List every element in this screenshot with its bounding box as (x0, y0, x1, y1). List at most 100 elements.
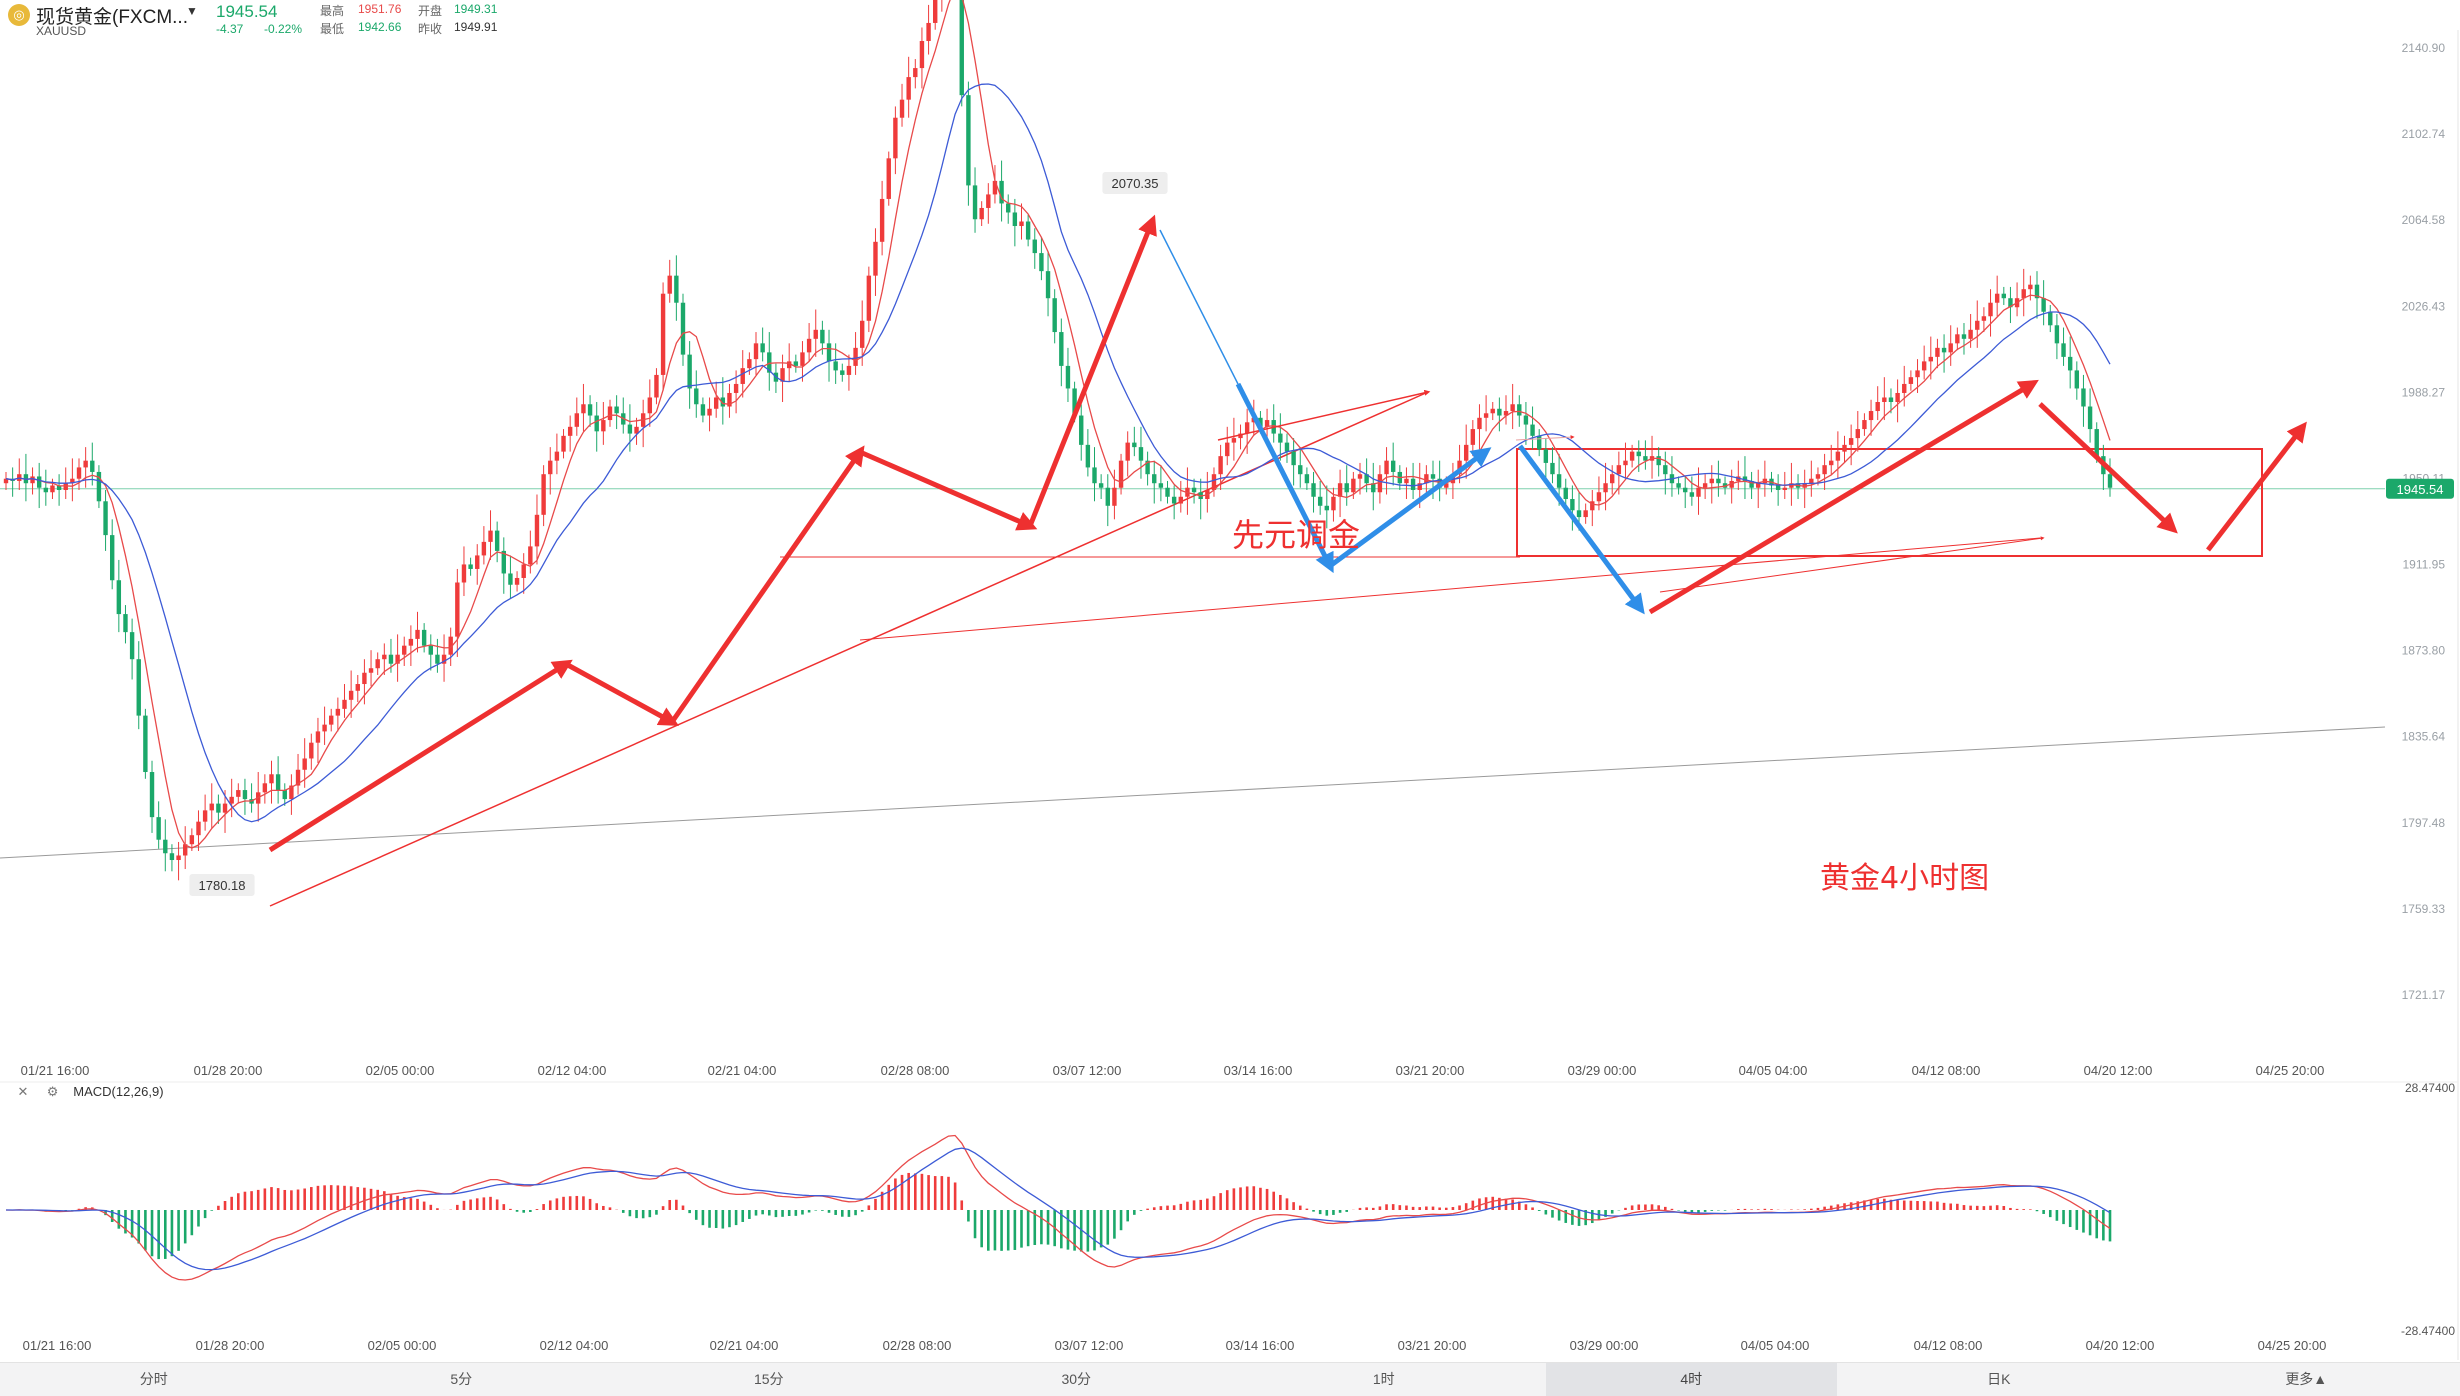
macd-label: MACD(12,26,9) (73, 1084, 164, 1099)
tab-timeframe[interactable]: 分时 (139, 1371, 168, 1387)
macd-x-tick-label: 01/21 16:00 (23, 1338, 92, 1353)
candle-body (1941, 347, 1947, 353)
blue-line-thin (1159, 229, 1239, 385)
candle-body (2067, 356, 2073, 371)
candle-body (1616, 465, 1622, 475)
candle-body (906, 77, 911, 100)
candle-body (282, 790, 287, 800)
candle-body (136, 659, 141, 716)
candle-body (1882, 397, 1887, 402)
candle-body (149, 772, 155, 818)
candle-body (508, 573, 513, 585)
chevron-down-icon[interactable]: ▼ (186, 4, 198, 18)
candle-body (1324, 505, 1330, 511)
candle-body (1915, 370, 1920, 378)
candle-body (1098, 483, 1104, 488)
low-price-label: 1780.18 (199, 878, 246, 893)
candle-body (879, 198, 885, 242)
x-tick-label: 03/21 20:00 (1396, 1063, 1465, 1078)
candle-body (202, 810, 208, 822)
candle-body (933, 0, 938, 23)
candle-body (1258, 417, 1263, 427)
candle-body (1530, 424, 1535, 436)
macd-x-tick-label: 03/07 12:00 (1055, 1338, 1124, 1353)
settings-icon[interactable]: ⚙ (46, 1084, 59, 1099)
candle-body (2054, 325, 2060, 344)
candle-body (1563, 487, 1568, 500)
candle-body (189, 835, 195, 845)
last-price: 1945.54 (216, 2, 278, 21)
candle-body (295, 769, 301, 786)
candle-body (83, 460, 88, 468)
close-icon[interactable]: ✕ (17, 1084, 29, 1099)
candle-body (1835, 451, 1841, 461)
candle-body (183, 844, 188, 856)
current-price-label: 1945.54 (2397, 482, 2444, 497)
y-tick-label: 2102.74 (2402, 127, 2446, 141)
candle-body (840, 370, 845, 375)
candle-body (289, 785, 294, 800)
candle-body (2021, 289, 2026, 299)
tab-timeframe[interactable]: 15分 (753, 1371, 784, 1387)
candle-body (1059, 332, 1064, 366)
tab-timeframe[interactable]: 日K (1987, 1371, 2011, 1387)
x-tick-label: 04/20 12:00 (2084, 1063, 2153, 1078)
candle-body (1032, 239, 1037, 254)
macd-bottom-label: -28.47400 (2401, 1324, 2455, 1338)
candle-body (1430, 474, 1436, 479)
candle-body (1390, 460, 1396, 472)
ma-long-line (5, 83, 2111, 823)
candle-body (720, 397, 726, 407)
candle-body (1337, 483, 1343, 497)
candle-body (1364, 474, 1369, 484)
candle-body (1152, 474, 1157, 484)
candle-body (1749, 480, 1754, 488)
candle-body (1663, 465, 1668, 475)
candle-body (1497, 408, 1502, 416)
candle-body (3, 478, 9, 484)
symbol-name[interactable]: 现货黄金(FXCM... (36, 7, 188, 28)
candle-body (1636, 451, 1641, 457)
candle-body (899, 99, 905, 118)
y-tick-label: 1721.17 (2402, 988, 2446, 1002)
macd-x-tick-label: 03/29 00:00 (1570, 1338, 1639, 1353)
tab-timeframe[interactable]: 4时 (1545, 1363, 1837, 1396)
candle-body (30, 476, 35, 484)
candle-body (1424, 474, 1429, 484)
candle-body (1112, 487, 1117, 506)
candle-body (1019, 221, 1024, 227)
price-change-pct: -0.22% (264, 22, 303, 36)
red-arrow (2206, 421, 2307, 552)
candle-body (1105, 487, 1110, 506)
candle-body (1171, 496, 1177, 504)
x-tick-label: 02/12 04:00 (538, 1063, 607, 1078)
open-value: 1949.31 (454, 2, 498, 16)
tab-timeframe[interactable]: 更多▲ (2285, 1371, 2328, 1387)
candle-body (2008, 298, 2013, 308)
candle-body (1417, 483, 1422, 490)
tab-timeframe[interactable]: 1时 (1372, 1371, 1395, 1387)
x-tick-label: 04/25 20:00 (2256, 1063, 2325, 1078)
macd-x-tick-label: 02/12 04:00 (540, 1338, 609, 1353)
candle-body (1902, 383, 1907, 393)
candle-body (1576, 510, 1582, 518)
candle-body (992, 180, 998, 195)
candle-body (541, 474, 546, 515)
candle-body (2094, 429, 2099, 457)
tab-timeframe[interactable]: 5分 (450, 1371, 473, 1387)
candle-body (1298, 465, 1303, 475)
macd-top-label: 28.47400 (2405, 1081, 2455, 1095)
candle-body (601, 420, 606, 432)
candle-body (1968, 329, 1973, 339)
candle-body (913, 68, 918, 78)
candle-body (56, 485, 62, 490)
x-tick-label: 02/05 00:00 (366, 1063, 435, 1078)
candle-body (2087, 406, 2093, 430)
y-tick-label: 2140.90 (2402, 41, 2446, 55)
x-tick-label: 01/21 16:00 (21, 1063, 90, 1078)
candle-body (860, 320, 865, 348)
tab-timeframe[interactable]: 30分 (1061, 1371, 1092, 1387)
candle-body (1862, 420, 1867, 430)
candle-body (116, 580, 122, 615)
